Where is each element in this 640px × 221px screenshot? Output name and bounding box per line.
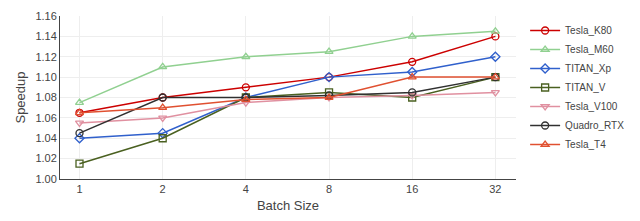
svg-text:Tesla_M60: Tesla_M60 bbox=[565, 44, 614, 55]
svg-text:1.16: 1.16 bbox=[35, 10, 56, 22]
svg-text:Tesla_T4: Tesla_T4 bbox=[565, 139, 606, 150]
svg-text:1.00: 1.00 bbox=[35, 173, 56, 185]
svg-text:TITAN_Xp: TITAN_Xp bbox=[565, 63, 611, 74]
svg-text:Batch Size: Batch Size bbox=[257, 198, 319, 213]
svg-text:Tesla_K80: Tesla_K80 bbox=[565, 25, 612, 36]
svg-text:1.10: 1.10 bbox=[35, 71, 56, 83]
svg-text:Tesla_V100: Tesla_V100 bbox=[565, 101, 618, 112]
svg-text:16: 16 bbox=[406, 183, 418, 195]
svg-text:1.04: 1.04 bbox=[35, 132, 56, 144]
svg-text:1.14: 1.14 bbox=[35, 30, 56, 42]
svg-text:8: 8 bbox=[326, 183, 332, 195]
svg-text:2: 2 bbox=[160, 183, 166, 195]
svg-text:1.08: 1.08 bbox=[35, 91, 56, 103]
svg-text:4: 4 bbox=[243, 183, 249, 195]
svg-text:1.06: 1.06 bbox=[35, 112, 56, 124]
svg-text:1.02: 1.02 bbox=[35, 152, 56, 164]
svg-text:TITAN_V: TITAN_V bbox=[565, 82, 606, 93]
svg-text:Speedup: Speedup bbox=[13, 71, 28, 123]
svg-text:32: 32 bbox=[489, 183, 501, 195]
svg-text:1.12: 1.12 bbox=[35, 51, 56, 63]
svg-text:Quadro_RTX: Quadro_RTX bbox=[565, 120, 624, 131]
svg-text:1: 1 bbox=[76, 183, 82, 195]
